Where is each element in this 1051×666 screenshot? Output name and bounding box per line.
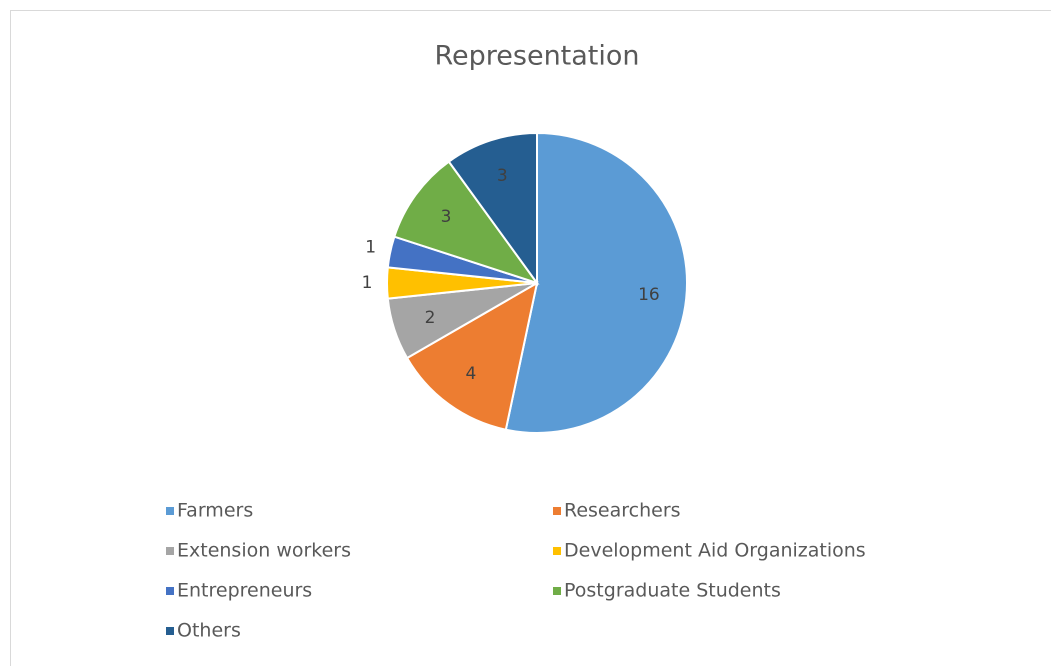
pie-slice	[405, 281, 539, 431]
pie-slice	[447, 131, 538, 287]
legend-label: Entrepreneurs	[177, 580, 312, 602]
chart-title: Representation	[434, 41, 639, 72]
legend-swatch	[166, 587, 174, 595]
legend-swatch	[166, 627, 174, 635]
legend-label: Postgraduate Students	[564, 580, 781, 602]
data-label: 2	[425, 308, 436, 328]
data-label: 16	[638, 285, 660, 305]
pie-slice	[504, 131, 688, 434]
data-label: 3	[497, 166, 508, 186]
legend-label: Others	[177, 620, 241, 642]
legend-swatch	[166, 547, 174, 555]
legend-label: Development Aid Organizations	[564, 540, 866, 562]
legend-label: Farmers	[177, 500, 253, 522]
data-label: 3	[441, 207, 452, 227]
pie-slice	[393, 160, 540, 285]
data-label: 1	[365, 238, 376, 258]
data-label: 1	[362, 273, 373, 293]
legend-swatch	[166, 507, 174, 515]
legend-label: Researchers	[564, 500, 681, 522]
legend-swatch	[553, 507, 561, 515]
data-label: 4	[465, 364, 476, 384]
legend-label: Extension workers	[177, 540, 351, 562]
legend-swatch	[553, 587, 561, 595]
legend-swatch	[553, 547, 561, 555]
